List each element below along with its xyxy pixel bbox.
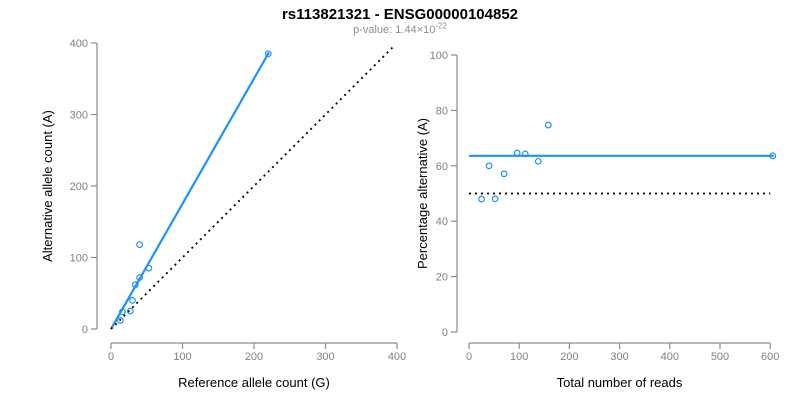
data-point: [513, 149, 521, 157]
pvalue-text: p-value: 1.44×10: [353, 24, 436, 36]
y-tick-label: 300: [70, 110, 88, 122]
data-point: [129, 297, 136, 304]
data-point: [264, 50, 272, 58]
x-tick-label: 100: [173, 351, 191, 363]
y-axis-title: Percentage alternative (A): [415, 118, 430, 269]
x-tick-label: 0: [108, 351, 114, 363]
y-tick-label: 0: [442, 327, 448, 339]
data-point: [145, 264, 153, 272]
x-tick-label: 300: [316, 351, 334, 363]
data-point: [136, 274, 144, 281]
y-tick-label: 100: [70, 253, 88, 265]
data-point: [485, 162, 493, 170]
x-tick-label: 400: [388, 351, 406, 363]
data-point: [500, 170, 508, 178]
y-tick-label: 200: [70, 181, 88, 193]
data-point: [769, 152, 777, 160]
y-tick-label: 400: [70, 38, 88, 50]
data-point: [534, 157, 542, 165]
x-tick-label: 100: [510, 351, 528, 363]
x-tick-label: 200: [245, 351, 263, 363]
y-tick-label: 40: [436, 216, 448, 228]
pvalue-exponent: -22: [435, 21, 447, 31]
y-tick-label: 20: [436, 272, 448, 284]
x-tick-label: 400: [661, 351, 679, 363]
data-point: [116, 317, 124, 324]
y-tick-label: 80: [436, 105, 448, 117]
identity-line: [110, 45, 395, 330]
data-point: [491, 195, 499, 203]
data-point: [126, 307, 134, 315]
x-axis-title: Reference allele count (G): [178, 375, 330, 390]
data-point: [136, 241, 144, 249]
data-point: [544, 121, 552, 129]
figure-subtitle: p-value: 1.44×10-22: [0, 21, 800, 36]
y-tick-label: 60: [436, 161, 448, 173]
x-tick-label: 200: [560, 351, 578, 363]
percentage-scatter: 0 20 40 60 80 100 0 100 200 300 400 500 600 Total num…: [415, 50, 779, 390]
data-point: [521, 150, 529, 158]
allele-count-scatter: 0 100 200 300 400 0 100 200 300 400 Reference alle…: [40, 38, 406, 390]
x-tick-label: 600: [761, 351, 779, 363]
x-axis-title: Total number of reads: [557, 375, 683, 390]
data-point: [119, 308, 126, 316]
x-tick-label: 300: [610, 351, 628, 363]
y-axis-title: Alternative allele count (A): [40, 110, 55, 262]
y-tick-label: 0: [82, 324, 88, 336]
figure-title: rs113821321 - ENSG00000104852: [281, 6, 519, 23]
x-tick-label: 0: [466, 351, 472, 363]
data-point: [478, 195, 485, 203]
data-point: [131, 281, 139, 289]
y-tick-label: 100: [430, 50, 448, 62]
x-tick-label: 500: [711, 351, 729, 363]
